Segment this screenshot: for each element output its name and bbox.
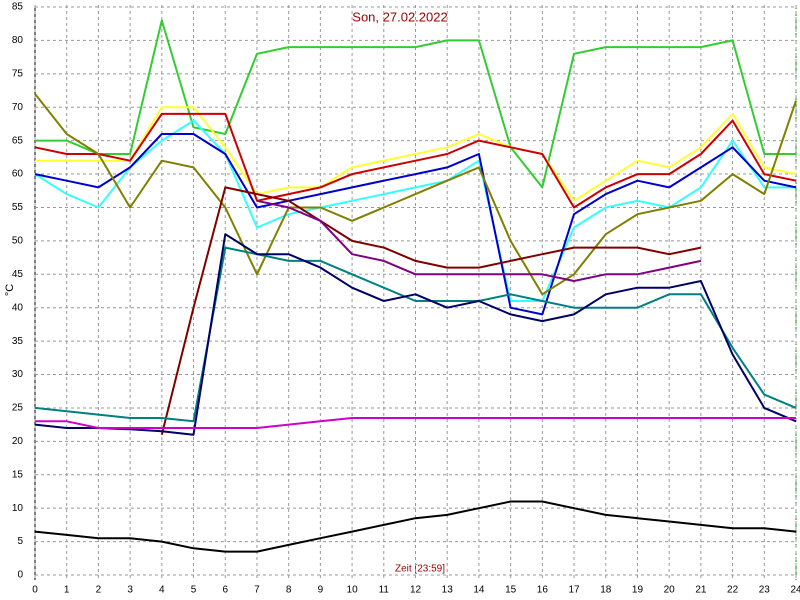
y-tick-label: 25 — [12, 403, 24, 414]
x-tick-label: 18 — [600, 585, 612, 596]
x-axis-label: Zeit [23:59] — [395, 564, 445, 575]
x-tick-label: 11 — [379, 585, 390, 596]
x-tick-label: 24 — [790, 585, 800, 596]
y-tick-label: 70 — [12, 102, 24, 113]
x-tick-label: 23 — [759, 585, 771, 596]
x-tick-label: 2 — [96, 585, 102, 596]
x-tick-label: 1 — [64, 585, 70, 596]
x-tick-label: 13 — [442, 585, 454, 596]
series-line — [34, 93, 797, 296]
x-tick-label: 4 — [159, 585, 165, 596]
series-line — [34, 133, 797, 316]
x-tick-label: 19 — [632, 585, 644, 596]
series-line — [160, 186, 702, 435]
y-axis-label: °C — [4, 284, 16, 296]
series-line — [35, 106, 797, 202]
x-tick-label: 9 — [318, 585, 324, 596]
x-tick-label: 7 — [254, 585, 260, 596]
y-tick-label: 80 — [12, 35, 24, 46]
chart-title: Son, 27.02.2022 — [352, 9, 447, 24]
x-tick-label: 22 — [727, 585, 739, 596]
x-tick-label: 12 — [410, 585, 422, 596]
series-line — [34, 246, 797, 423]
y-tick-label: 45 — [12, 269, 24, 280]
x-tick-label: 0 — [32, 585, 38, 596]
x-tick-label: 14 — [473, 585, 485, 596]
x-tick-label: 17 — [568, 585, 580, 596]
y-tick-label: 0 — [17, 570, 23, 581]
series-line — [34, 500, 797, 553]
y-tick-label: 20 — [12, 436, 24, 447]
y-tick-label: 50 — [12, 236, 24, 247]
x-tick-label: 6 — [222, 585, 228, 596]
series-line — [34, 112, 797, 209]
y-tick-label: 40 — [12, 302, 24, 313]
y-tick-label: 75 — [12, 68, 24, 79]
x-tick-label: 8 — [286, 585, 292, 596]
x-tick-label: 15 — [505, 585, 517, 596]
x-tick-label: 21 — [695, 585, 707, 596]
x-tick-label: 10 — [347, 585, 359, 596]
y-tick-label: 10 — [12, 503, 24, 514]
x-tick-label: 20 — [664, 585, 676, 596]
series-line — [34, 233, 797, 436]
y-tick-label: 15 — [12, 469, 24, 480]
x-tick-label: 5 — [191, 585, 197, 596]
series-line — [256, 199, 702, 282]
y-tick-label: 60 — [12, 169, 24, 180]
series-line — [35, 417, 796, 429]
y-tick-label: 30 — [12, 369, 24, 380]
x-tick-label: 16 — [537, 585, 549, 596]
y-tick-label: 65 — [12, 135, 24, 146]
y-tick-label: 35 — [12, 336, 24, 347]
y-tick-label: 5 — [17, 536, 23, 547]
y-tick-label: 55 — [12, 202, 24, 213]
x-tick-label: 3 — [127, 585, 133, 596]
series-line — [35, 19, 796, 189]
y-tick-label: 85 — [12, 2, 24, 13]
